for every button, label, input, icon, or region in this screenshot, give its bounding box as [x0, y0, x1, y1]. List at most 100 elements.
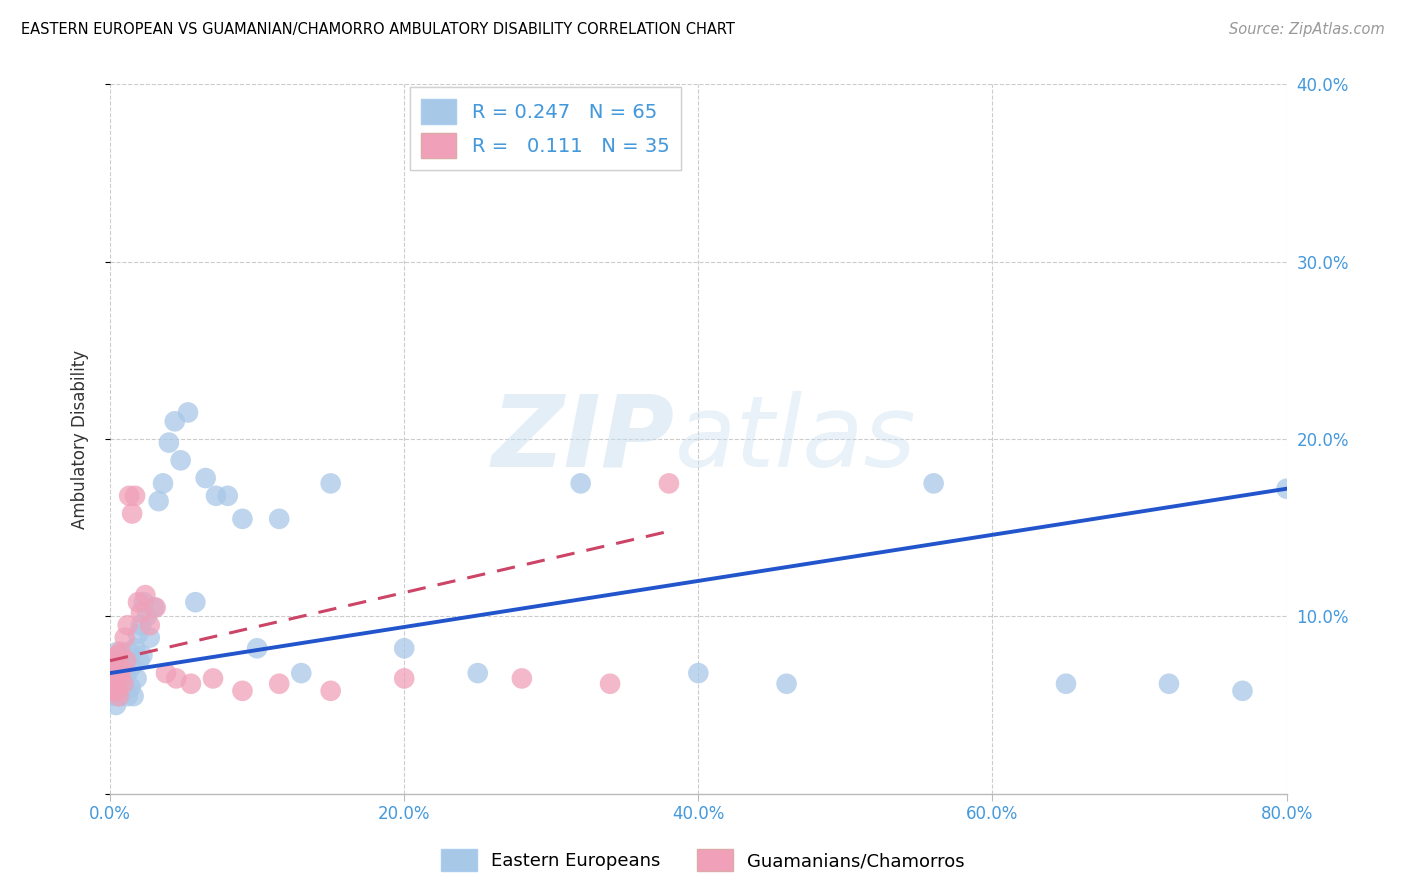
Point [217, 489, 239, 503]
Point [205, 489, 228, 503]
Point [110, 672, 132, 686]
Point [246, 641, 269, 656]
Point [157, 435, 180, 450]
Point [117, 689, 139, 703]
Text: EASTERN EUROPEAN VS GUAMANIAN/CHAMORRO AMBULATORY DISABILITY CORRELATION CHART: EASTERN EUROPEAN VS GUAMANIAN/CHAMORRO A… [21, 22, 735, 37]
Point [202, 672, 225, 686]
Point [108, 689, 131, 703]
Text: Source: ZipAtlas.com: Source: ZipAtlas.com [1229, 22, 1385, 37]
Point [114, 683, 136, 698]
Point [129, 606, 152, 620]
Legend: Eastern Europeans, Guamanians/Chamorros: Eastern Europeans, Guamanians/Chamorros [433, 842, 973, 879]
Point [131, 648, 153, 663]
Point [103, 683, 125, 698]
Point [184, 595, 207, 609]
Point [120, 681, 142, 695]
Point [112, 677, 135, 691]
Point [152, 476, 174, 491]
Point [319, 683, 342, 698]
Point [117, 666, 139, 681]
Point [510, 672, 533, 686]
Point [599, 677, 621, 691]
Point [101, 663, 124, 677]
Point [129, 618, 152, 632]
Point [107, 683, 129, 698]
Point [115, 654, 138, 668]
Text: atlas: atlas [675, 391, 917, 488]
Point [269, 512, 291, 526]
Y-axis label: Ambulatory Disability: Ambulatory Disability [72, 350, 89, 529]
Point [100, 689, 122, 703]
Point [1157, 677, 1180, 691]
Point [165, 672, 187, 686]
Point [110, 645, 132, 659]
Point [658, 476, 681, 491]
Point [155, 666, 177, 681]
Point [110, 689, 132, 703]
Point [107, 648, 129, 663]
Point [121, 659, 143, 673]
Point [392, 641, 415, 656]
Point [104, 672, 127, 686]
Point [127, 627, 149, 641]
Point [1054, 677, 1077, 691]
Point [118, 489, 141, 503]
Point [110, 675, 132, 690]
Text: ZIP: ZIP [492, 391, 675, 488]
Point [231, 512, 253, 526]
Point [101, 666, 124, 681]
Point [108, 648, 131, 663]
Point [114, 631, 136, 645]
Point [100, 681, 122, 695]
Point [128, 654, 150, 668]
Point [124, 641, 146, 656]
Point [115, 654, 138, 668]
Point [103, 654, 125, 668]
Point [194, 471, 217, 485]
Point [139, 631, 162, 645]
Point [111, 654, 134, 668]
Point [775, 677, 797, 691]
Point [121, 507, 143, 521]
Point [101, 677, 124, 691]
Point [124, 489, 146, 503]
Point [143, 600, 166, 615]
Point [177, 405, 200, 419]
Point [111, 663, 134, 677]
Point [122, 689, 145, 703]
Point [101, 654, 124, 668]
Point [125, 672, 148, 686]
Point [135, 609, 157, 624]
Legend: R = 0.247   N = 65, R =   0.111   N = 35: R = 0.247 N = 65, R = 0.111 N = 35 [409, 87, 681, 170]
Point [117, 618, 139, 632]
Point [112, 677, 135, 691]
Point [132, 595, 155, 609]
Point [103, 683, 125, 698]
Point [922, 476, 945, 491]
Point [569, 476, 592, 491]
Point [111, 683, 134, 698]
Point [1275, 482, 1298, 496]
Point [104, 672, 127, 686]
Point [107, 689, 129, 703]
Point [1232, 683, 1254, 698]
Point [163, 414, 186, 428]
Point [108, 659, 131, 673]
Point [103, 659, 125, 673]
Point [290, 666, 312, 681]
Point [231, 683, 253, 698]
Point [180, 677, 202, 691]
Point [145, 600, 167, 615]
Point [139, 618, 162, 632]
Point [104, 698, 127, 712]
Point [110, 666, 132, 681]
Point [114, 672, 136, 686]
Point [688, 666, 710, 681]
Point [108, 681, 131, 695]
Point [269, 677, 291, 691]
Point [107, 645, 129, 659]
Point [169, 453, 191, 467]
Point [112, 663, 135, 677]
Point [118, 645, 141, 659]
Point [319, 476, 342, 491]
